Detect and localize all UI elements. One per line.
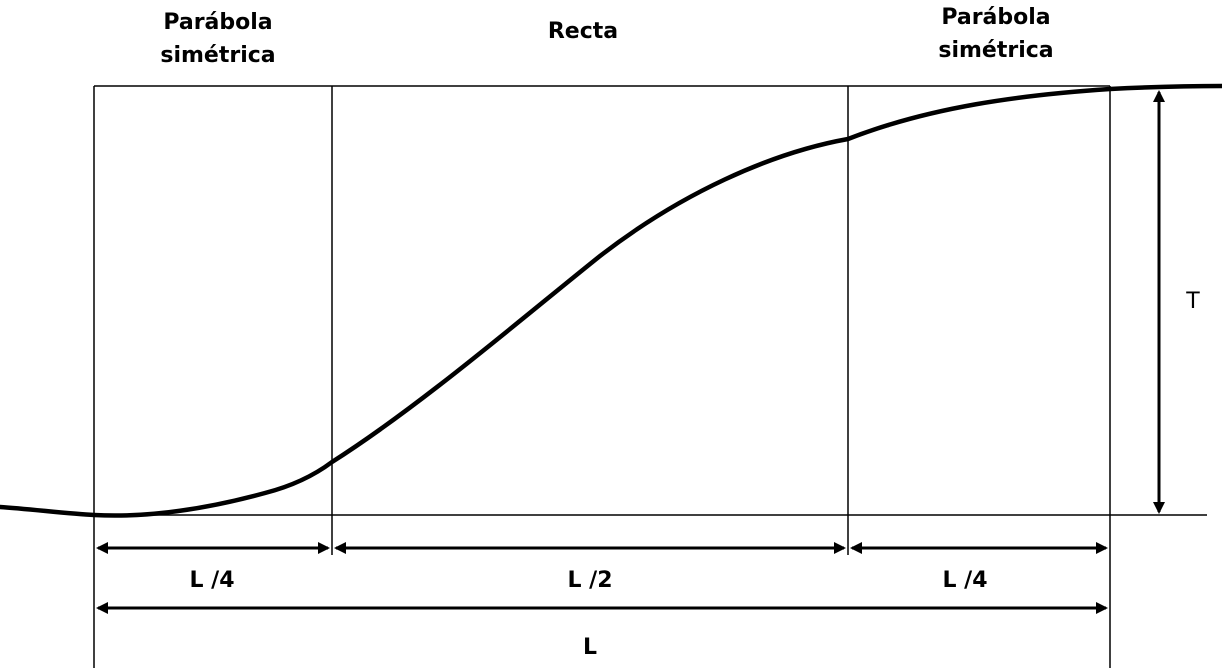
right-section-title-line1: Parábola	[941, 5, 1050, 30]
left-section-title-line2: simétrica	[160, 43, 275, 68]
right-section-title-line2: simétrica	[938, 38, 1053, 63]
total-length-dimension-label: L	[583, 635, 597, 660]
right-quarter-dimension-label: L /4	[942, 568, 987, 593]
left-section-title-line1: Parábola	[163, 10, 272, 35]
middle-section-title: Recta	[548, 19, 618, 44]
half-dimension-label: L /2	[567, 568, 612, 593]
left-quarter-dimension-label: L /4	[189, 568, 234, 593]
height-dimension-label: T	[1185, 289, 1200, 314]
transition-curve	[0, 83, 1222, 518]
